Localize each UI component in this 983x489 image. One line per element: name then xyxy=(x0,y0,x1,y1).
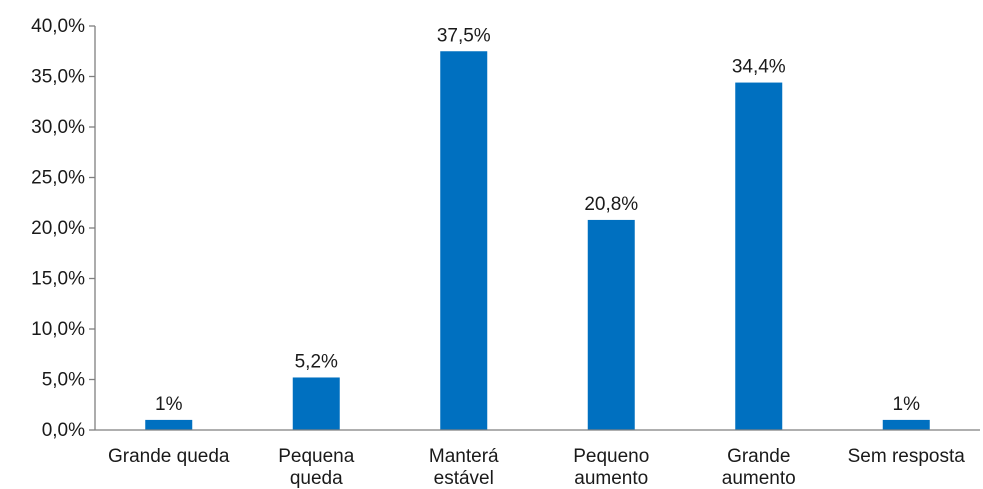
y-tick-label: 0,0% xyxy=(42,420,85,441)
y-tick-label: 5,0% xyxy=(42,370,85,391)
data-label: 37,5% xyxy=(437,25,491,46)
y-axis: 0,0% 5,0% 10,0% 15,0% 20,0% 25,0% 30,0% 35,0% 40… xyxy=(31,16,96,441)
data-label: 34,4% xyxy=(732,57,786,78)
x-category-label: Manterá xyxy=(429,446,499,467)
y-tick-label: 35,0% xyxy=(31,67,85,88)
bar xyxy=(587,219,635,430)
x-category-label: Pequeno xyxy=(573,446,649,467)
y-tick-label: 15,0% xyxy=(31,269,85,290)
bars xyxy=(145,51,930,430)
bar xyxy=(145,419,193,430)
x-category-label: Pequena xyxy=(278,446,355,467)
bar xyxy=(735,82,783,430)
bar xyxy=(882,419,930,430)
x-category-label: Sem resposta xyxy=(848,446,966,467)
bar xyxy=(292,377,340,430)
y-tick-label: 25,0% xyxy=(31,168,85,189)
data-labels: 1% 5,2% 37,5% 20,8% 34,4% 1% xyxy=(155,25,920,415)
x-category-label: queda xyxy=(290,468,343,489)
x-category-label: estável xyxy=(434,468,494,489)
data-label: 5,2% xyxy=(295,351,338,372)
data-label: 20,8% xyxy=(584,194,638,215)
y-tick-label: 40,0% xyxy=(31,16,85,37)
data-label: 1% xyxy=(893,394,921,415)
y-tick-label: 10,0% xyxy=(31,319,85,340)
data-label: 1% xyxy=(155,394,183,415)
x-category-label: Grande xyxy=(727,446,790,467)
bar xyxy=(440,51,488,430)
x-category-label: Grande queda xyxy=(108,446,230,467)
x-category-label: aumento xyxy=(722,468,796,489)
x-category-label: aumento xyxy=(574,468,648,489)
y-tick-label: 20,0% xyxy=(31,218,85,239)
y-tick-label: 30,0% xyxy=(31,117,85,138)
